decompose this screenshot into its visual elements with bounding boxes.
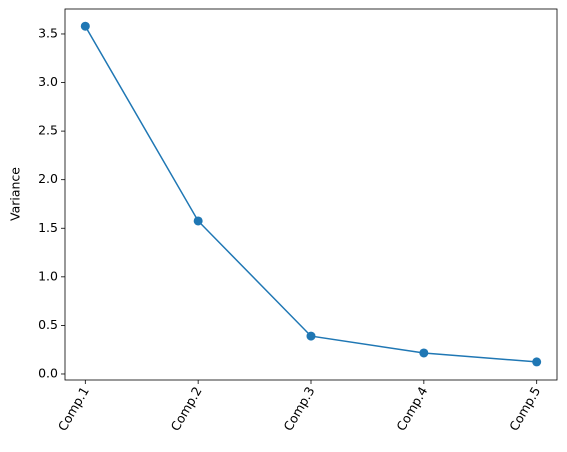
x-tick-label: Comp.4 (393, 384, 430, 433)
y-tick-label: 2.0 (38, 171, 58, 186)
y-axis-label: Variance (8, 167, 23, 221)
y-tick-label: 1.5 (38, 220, 58, 235)
point (80, 21, 90, 31)
point (419, 348, 429, 358)
y-tick-label: 2.5 (38, 123, 58, 138)
y-tick-label: 3.5 (38, 25, 58, 40)
y-tick-label: 1.0 (38, 268, 58, 283)
point (532, 357, 542, 367)
x-tick-label: Comp.5 (506, 384, 543, 433)
y-tick-label: 0.0 (38, 365, 58, 380)
point (306, 331, 316, 341)
x-tick-label: Comp.1 (55, 384, 92, 433)
point (193, 216, 203, 226)
y-tick-label: 3.0 (38, 74, 58, 89)
y-tick-label: 0.5 (38, 317, 58, 332)
x-tick-label: Comp.3 (280, 384, 317, 433)
plot-frame (64, 8, 558, 381)
x-tick-label: Comp.2 (168, 384, 205, 433)
line (84, 25, 537, 363)
